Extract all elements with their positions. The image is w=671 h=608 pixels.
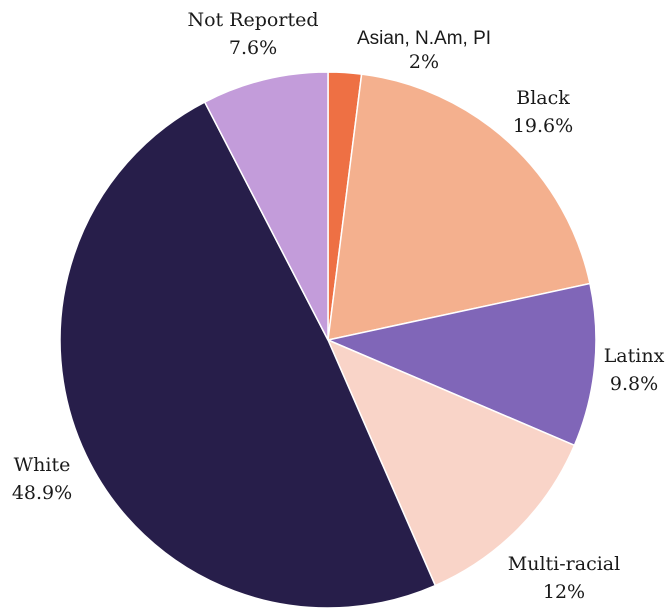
pie-slice-black [327,73,591,341]
pie-slice-latinx [325,282,597,447]
slice-pct-black: 19.6% [513,115,573,137]
pie-slice-not-reported [203,71,329,341]
slice-pct-white: 48.9% [12,482,72,504]
slice-pct-asian: 2% [409,51,439,73]
slice-label-not-reported: Not Reported [187,9,318,31]
slice-label-white: White [14,454,71,476]
pie-slice-multi-racial [326,338,576,587]
slice-pct-not-reported: 7.6% [229,37,277,59]
slice-label-black: Black [516,87,570,109]
slice-label-latinx: Latinx [604,345,665,367]
slice-pct-latinx: 9.8% [610,373,658,395]
slice-label-multiracial: Multi-racial [508,553,620,575]
slice-label-asian: Asian, N.Am, PI [357,28,491,49]
pie-slices [59,71,597,608]
slice-pct-multiracial: 12% [543,581,585,603]
